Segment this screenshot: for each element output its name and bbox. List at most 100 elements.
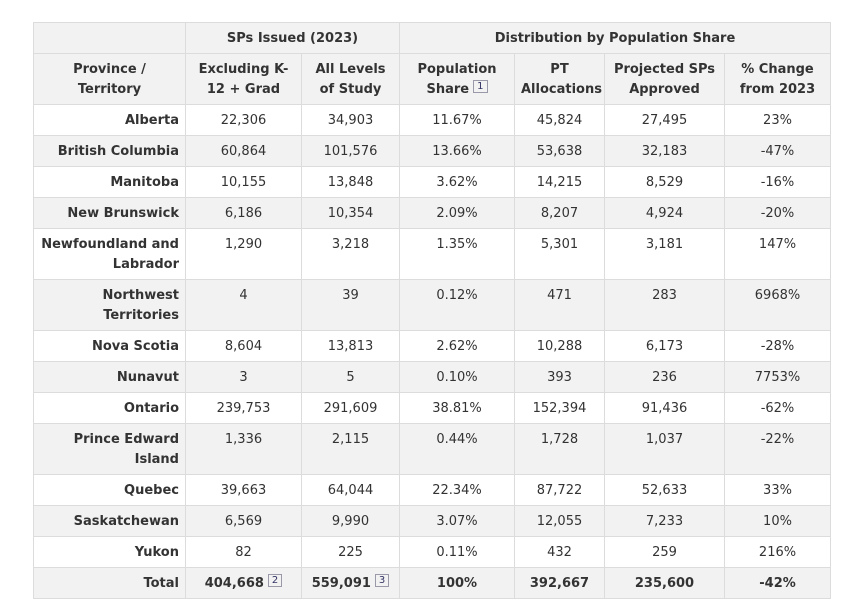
footnote-ref: 1 [473, 80, 488, 93]
table-cell: 23% [723, 104, 832, 136]
column-label: % Change from 2023 [739, 62, 816, 97]
table-cell: 4,924 [604, 197, 725, 229]
table-cell: 12,055 [514, 505, 605, 537]
row-header: Prince Edward Island [33, 423, 186, 475]
table-cell: 4 [185, 279, 302, 331]
cell-text: 392,667 [529, 576, 590, 591]
row-header: Northwest Territories [33, 279, 186, 331]
table-cell: -16% [723, 166, 832, 198]
table-cell: 1,336 [185, 423, 302, 475]
table-cell: 10,288 [514, 330, 605, 362]
table-cell: 13,813 [301, 330, 400, 362]
table-cell: 8,207 [514, 197, 605, 229]
cell-text: 235,600 [634, 576, 695, 591]
table-row: Alberta 22,306 34,903 11.67% 45,824 27,495 23% [33, 104, 832, 136]
total-cell: -42% [723, 567, 832, 599]
table-cell: 393 [514, 361, 605, 393]
table-cell: 13.66% [399, 135, 515, 167]
column-header: Population Share 1 [399, 53, 515, 105]
cell-text: 100% [436, 576, 478, 591]
table-cell: 259 [604, 536, 725, 568]
table-cell: 22.34% [399, 474, 515, 506]
table-row: Nunavut 3 5 0.10% 393 236 7753% [33, 361, 832, 393]
table-cell: 6,569 [185, 505, 302, 537]
table-cell: 2.09% [399, 197, 515, 229]
table-cell: 1,290 [185, 228, 302, 280]
table-cell: 1,728 [514, 423, 605, 475]
table-cell: 39 [301, 279, 400, 331]
table-cell: 38.81% [399, 392, 515, 424]
cell-text: 404,668 [204, 576, 264, 591]
cell-text: 559,091 [311, 576, 371, 591]
total-cell: 392,667 [514, 567, 605, 599]
table-cell: -62% [723, 392, 832, 424]
total-cell: 100% [399, 567, 515, 599]
row-header: Alberta [33, 104, 186, 136]
table-cell: 45,824 [514, 104, 605, 136]
table-cell: 1.35% [399, 228, 515, 280]
table-cell: 2,115 [301, 423, 400, 475]
table-cell: 2.62% [399, 330, 515, 362]
table-cell: 147% [723, 228, 832, 280]
table-cell: 32,183 [604, 135, 725, 167]
total-cell: 404,668 2 [185, 567, 302, 599]
row-header: British Columbia [33, 135, 186, 167]
table-cell: 0.11% [399, 536, 515, 568]
table-cell: 101,576 [301, 135, 400, 167]
row-header: Quebec [33, 474, 186, 506]
table-cell: 471 [514, 279, 605, 331]
group-row: SPs Issued (2023) Distribution by Popula… [33, 22, 832, 54]
table-row: Newfoundland and Labrador 1,290 3,218 1.35%… [33, 228, 832, 280]
column-label: PT Allocations [521, 62, 602, 97]
table-cell: 39,663 [185, 474, 302, 506]
table-cell: 91,436 [604, 392, 725, 424]
column-label: Excluding K-12 + Grad [198, 62, 289, 97]
row-header: Total [33, 567, 186, 599]
group-header: Distribution by Population Share [398, 22, 832, 54]
table-cell: 1,037 [604, 423, 725, 475]
row-header: Manitoba [33, 166, 186, 198]
column-header: Province / Territory [33, 53, 186, 105]
total-cell: 235,600 [604, 567, 725, 599]
row-header: New Brunswick [33, 197, 186, 229]
table-cell: 432 [514, 536, 605, 568]
table-cell: 7753% [723, 361, 832, 393]
table-cell: 53,638 [514, 135, 605, 167]
column-header: All Levels of Study [301, 53, 400, 105]
table-cell: 87,722 [514, 474, 605, 506]
total-cell: 559,091 3 [301, 567, 400, 599]
column-header: Projected SPs Approved [604, 53, 725, 105]
table-cell: 52,633 [604, 474, 725, 506]
group-header: SPs Issued (2023) [185, 22, 400, 54]
table-cell: 0.44% [399, 423, 515, 475]
table-cell: 5,301 [514, 228, 605, 280]
table-cell: 3.62% [399, 166, 515, 198]
table-cell: 33% [723, 474, 832, 506]
table-cell: 13,848 [301, 166, 400, 198]
row-header: Newfoundland and Labrador [33, 228, 186, 280]
table-cell: 22,306 [185, 104, 302, 136]
table-row: Nova Scotia 8,604 13,813 2.62% 10,288 6,173 -2… [33, 330, 832, 362]
column-header: % Change from 2023 [723, 53, 832, 105]
column-header: PT Allocations [514, 53, 605, 105]
table-cell: -28% [723, 330, 832, 362]
table-cell: 60,864 [185, 135, 302, 167]
column-label: All Levels of Study [315, 62, 386, 97]
row-header: Nova Scotia [33, 330, 186, 362]
table-cell: 225 [301, 536, 400, 568]
table-cell: 239,753 [185, 392, 302, 424]
table-cell: 0.10% [399, 361, 515, 393]
table-cell: 6,186 [185, 197, 302, 229]
row-header: Nunavut [33, 361, 186, 393]
table-row: British Columbia 60,864 101,576 13.66% 53,63… [33, 135, 832, 167]
footnote-ref: 3 [374, 574, 390, 587]
table-row: Manitoba 10,155 13,848 3.62% 14,215 8,529 -16% [33, 166, 832, 198]
table-cell: 8,604 [185, 330, 302, 362]
table-cell: 236 [604, 361, 725, 393]
table-cell: 0.12% [399, 279, 515, 331]
table-row: Ontario 239,753 291,609 38.81% 152,394 91,436… [33, 392, 832, 424]
table-cell: 152,394 [514, 392, 605, 424]
column-row: Province / Territory Excluding K-12 + Gra… [33, 53, 832, 105]
total-row: Total 404,668 2 559,091 3 100% 392,667 235,600-… [33, 567, 832, 599]
